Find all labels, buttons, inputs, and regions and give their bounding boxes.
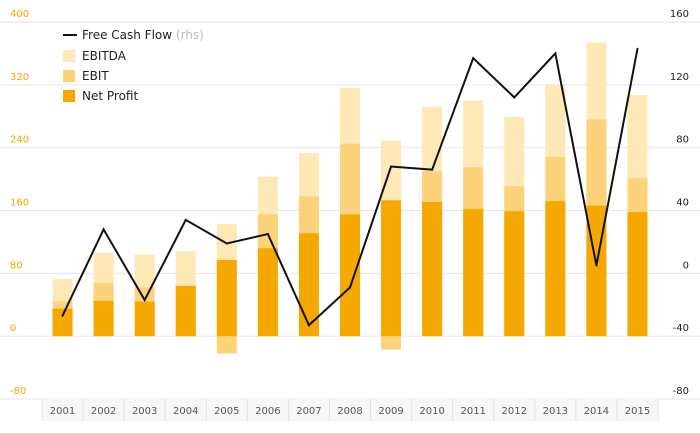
y-left-tick-label: -80 xyxy=(10,386,26,397)
legend-swatch-net-profit xyxy=(63,90,75,102)
point-free-cash-flow xyxy=(143,299,146,302)
x-tick-label: 2011 xyxy=(460,406,485,417)
point-free-cash-flow xyxy=(266,233,269,236)
point-free-cash-flow xyxy=(225,242,228,245)
x-axis: 2001 2002 2003 2004 2005 2006 2007 2008 2009 2010… xyxy=(41,399,659,421)
legend-label-fcf-name: Free Cash Flow xyxy=(82,28,172,42)
point-free-cash-flow xyxy=(554,52,557,55)
point-free-cash-flow xyxy=(349,286,351,289)
point-free-cash-flow xyxy=(636,47,639,50)
point-free-cash-flow xyxy=(102,228,105,231)
y-left-tick-label: 80 xyxy=(10,260,23,271)
bar-net-profit xyxy=(381,200,402,337)
bar-net-profit xyxy=(298,233,319,337)
x-axis-band xyxy=(42,399,658,421)
bar-net-profit xyxy=(216,259,237,337)
y-left-tick-label: 240 xyxy=(10,135,29,146)
x-tick-label: 2013 xyxy=(543,406,568,417)
y-right-tick-label: 80 xyxy=(676,135,689,146)
legend-label-ebitda: EBITDA xyxy=(82,49,127,63)
bar-net-profit xyxy=(340,214,360,337)
x-tick-label: 2003 xyxy=(132,406,157,417)
point-free-cash-flow xyxy=(307,324,310,327)
legend-label-net-profit: Net Profit xyxy=(82,89,138,103)
fcf-line-layer xyxy=(61,47,639,327)
point-free-cash-flow xyxy=(431,168,434,171)
y-right-tick-label: 120 xyxy=(670,72,689,83)
y-right-tick-label: 0 xyxy=(683,260,689,271)
bar-net-profit xyxy=(175,285,196,337)
bar-net-profit xyxy=(52,308,73,337)
x-tick-label: 2012 xyxy=(502,406,527,417)
bar-net-profit xyxy=(545,201,566,337)
x-tick-label: 2015 xyxy=(625,406,650,417)
y-left-tick-label: 320 xyxy=(10,72,29,83)
y-left-tick-label: 400 xyxy=(10,9,29,20)
y-left-tick-label: 160 xyxy=(10,198,29,209)
point-free-cash-flow xyxy=(513,96,516,99)
bar-net-profit xyxy=(627,212,648,337)
x-tick-label: 2007 xyxy=(296,406,321,417)
bar-ebit xyxy=(216,336,237,354)
x-tick-label: 2002 xyxy=(91,406,116,417)
point-free-cash-flow xyxy=(472,57,475,60)
y-right-tick-label: -40 xyxy=(673,323,689,334)
y-right-tick-label: -80 xyxy=(673,386,689,397)
point-free-cash-flow xyxy=(184,218,187,221)
point-free-cash-flow xyxy=(595,264,598,267)
point-free-cash-flow xyxy=(61,314,64,317)
x-tick-label: 2014 xyxy=(584,406,609,417)
x-tick-label: 2008 xyxy=(337,406,362,417)
x-tick-label: 2009 xyxy=(378,406,403,417)
legend-swatch-ebit xyxy=(63,70,75,82)
bar-net-profit xyxy=(504,211,525,337)
bar-net-profit xyxy=(422,201,443,337)
bar-net-profit xyxy=(134,301,155,337)
x-tick-label: 2010 xyxy=(419,406,444,417)
point-free-cash-flow xyxy=(390,165,393,168)
legend-label-fcf-note: (rhs) xyxy=(176,28,204,42)
y-axis-right: -80 -40 0 40 80 120 160 xyxy=(670,9,689,397)
bar-net-profit xyxy=(93,300,114,337)
x-tick-label: 2004 xyxy=(173,406,198,417)
bars xyxy=(52,42,648,354)
legend-swatch-ebitda xyxy=(63,50,75,62)
y-right-tick-label: 40 xyxy=(676,198,689,209)
bar-ebit xyxy=(381,336,402,350)
x-tick-label: 2001 xyxy=(50,406,75,417)
legend-label-fcf: Free Cash Flow (rhs) xyxy=(82,28,204,42)
bar-net-profit xyxy=(257,248,278,337)
legend-label-ebit: EBIT xyxy=(82,69,109,83)
y-right-tick-label: 160 xyxy=(670,9,689,20)
legend: Free Cash Flow (rhs) EBITDA EBIT Net Pro… xyxy=(63,28,204,103)
y-axis-left: -80 0 80 160 240 320 400 xyxy=(10,9,29,397)
x-tick-label: 2005 xyxy=(214,406,239,417)
bar-net-profit xyxy=(463,208,484,337)
y-left-tick-label: 0 xyxy=(10,323,16,334)
x-tick-label: 2006 xyxy=(255,406,280,417)
